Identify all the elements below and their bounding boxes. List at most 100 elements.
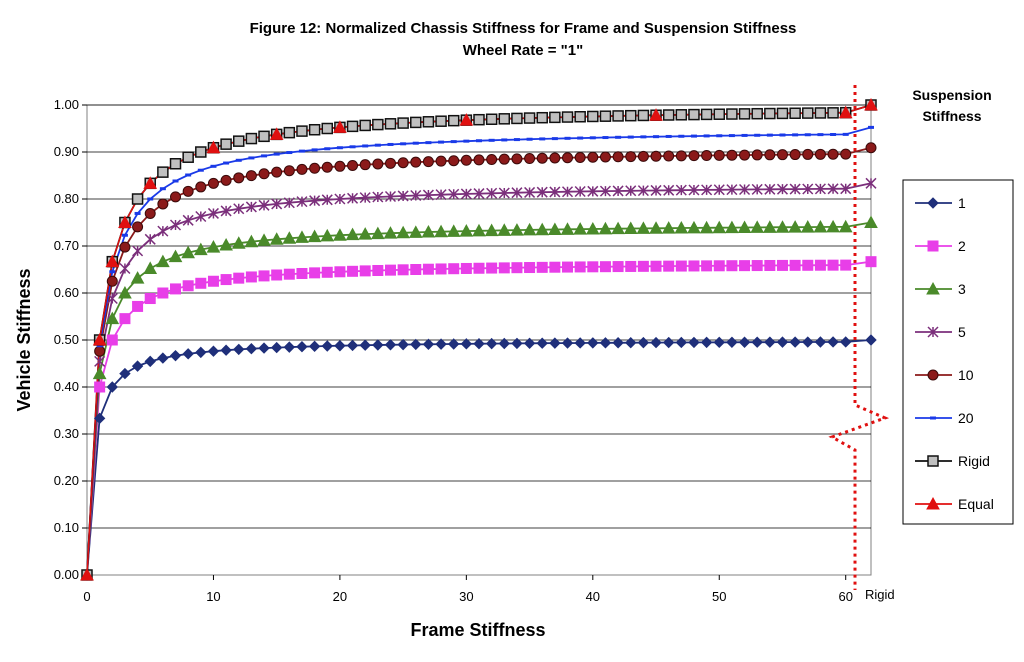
data-point bbox=[397, 157, 409, 169]
data-point bbox=[864, 97, 878, 111]
data-point bbox=[927, 197, 939, 209]
data-point bbox=[157, 225, 169, 237]
data-point bbox=[625, 336, 637, 349]
data-point bbox=[422, 116, 435, 128]
data-point bbox=[701, 260, 713, 272]
data-point bbox=[283, 165, 295, 177]
legend-label: 2 bbox=[958, 238, 966, 254]
data-point bbox=[258, 130, 270, 143]
x-tick-label: 30 bbox=[459, 589, 473, 604]
data-point bbox=[258, 342, 270, 354]
data-point bbox=[574, 151, 586, 163]
data-point bbox=[169, 158, 182, 170]
data-point bbox=[498, 153, 510, 165]
data-point bbox=[207, 207, 219, 219]
x-tick-label: 20 bbox=[333, 589, 347, 604]
data-point bbox=[751, 260, 763, 272]
data-point bbox=[675, 336, 688, 349]
data-point bbox=[498, 187, 510, 199]
data-point bbox=[712, 220, 727, 234]
data-point bbox=[473, 154, 485, 166]
data-point bbox=[737, 220, 752, 234]
x-tick-label: 60 bbox=[838, 589, 852, 604]
data-point bbox=[435, 155, 447, 167]
data-point bbox=[232, 135, 245, 147]
data-point bbox=[132, 221, 144, 233]
data-point bbox=[599, 261, 611, 273]
data-point bbox=[802, 259, 814, 271]
data-point bbox=[562, 152, 574, 164]
data-point bbox=[637, 336, 650, 349]
data-point bbox=[764, 336, 776, 348]
data-point bbox=[548, 222, 562, 236]
data-point bbox=[700, 336, 713, 349]
data-point bbox=[738, 336, 751, 348]
data-point bbox=[131, 193, 144, 205]
data-point bbox=[751, 336, 763, 348]
data-point bbox=[750, 220, 765, 233]
data-point bbox=[195, 146, 207, 158]
data-point bbox=[789, 183, 801, 195]
data-point bbox=[144, 355, 156, 368]
data-point bbox=[94, 381, 106, 393]
data-point bbox=[587, 337, 599, 349]
data-point bbox=[435, 263, 447, 275]
data-point bbox=[649, 108, 663, 121]
legend-label: 20 bbox=[958, 410, 974, 426]
data-point bbox=[359, 119, 371, 132]
data-point bbox=[245, 132, 258, 145]
data-point bbox=[118, 285, 132, 299]
data-point bbox=[663, 150, 675, 162]
data-point bbox=[92, 366, 107, 380]
data-point bbox=[561, 337, 574, 349]
data-point bbox=[687, 220, 701, 234]
data-point bbox=[864, 215, 878, 228]
data-point bbox=[536, 111, 548, 124]
data-point bbox=[296, 125, 308, 137]
data-point bbox=[599, 151, 611, 163]
data-point bbox=[270, 341, 283, 354]
data-point bbox=[789, 107, 801, 119]
data-point bbox=[484, 223, 499, 237]
data-point bbox=[535, 222, 550, 236]
data-point bbox=[510, 223, 524, 236]
data-point bbox=[220, 174, 232, 186]
data-point bbox=[814, 259, 826, 271]
data-point bbox=[320, 228, 335, 242]
data-point bbox=[522, 222, 537, 236]
data-point bbox=[359, 339, 371, 351]
data-point bbox=[105, 254, 120, 268]
data-point bbox=[802, 148, 814, 160]
data-point bbox=[536, 152, 548, 164]
data-point bbox=[574, 185, 586, 198]
data-point bbox=[220, 344, 232, 356]
x-tick-label: 0 bbox=[83, 589, 90, 604]
data-point bbox=[358, 227, 373, 240]
data-point bbox=[269, 232, 284, 245]
data-point bbox=[701, 184, 713, 196]
data-point bbox=[827, 336, 839, 348]
data-point bbox=[321, 161, 333, 173]
data-point bbox=[105, 311, 120, 325]
data-point bbox=[838, 105, 853, 119]
data-point bbox=[726, 336, 738, 348]
data-point bbox=[561, 111, 574, 123]
data-point bbox=[827, 148, 839, 160]
data-point bbox=[473, 338, 485, 350]
data-point bbox=[726, 184, 738, 196]
data-point bbox=[372, 158, 384, 170]
data-point bbox=[296, 341, 308, 353]
data-point bbox=[308, 123, 321, 136]
data-point bbox=[674, 220, 689, 234]
data-point bbox=[485, 113, 498, 125]
data-point bbox=[865, 334, 877, 346]
data-point bbox=[309, 267, 321, 279]
data-point bbox=[295, 230, 309, 243]
y-axis-ticks: 0.00 0.10 0.20 0.30 0.40 0.50 0.60 0.70 0.80 0.90… bbox=[54, 97, 87, 582]
data-point bbox=[308, 340, 321, 353]
data-point bbox=[422, 263, 434, 275]
data-point bbox=[838, 219, 853, 233]
data-point bbox=[662, 109, 675, 121]
data-point bbox=[106, 292, 118, 305]
data-point bbox=[233, 172, 245, 184]
